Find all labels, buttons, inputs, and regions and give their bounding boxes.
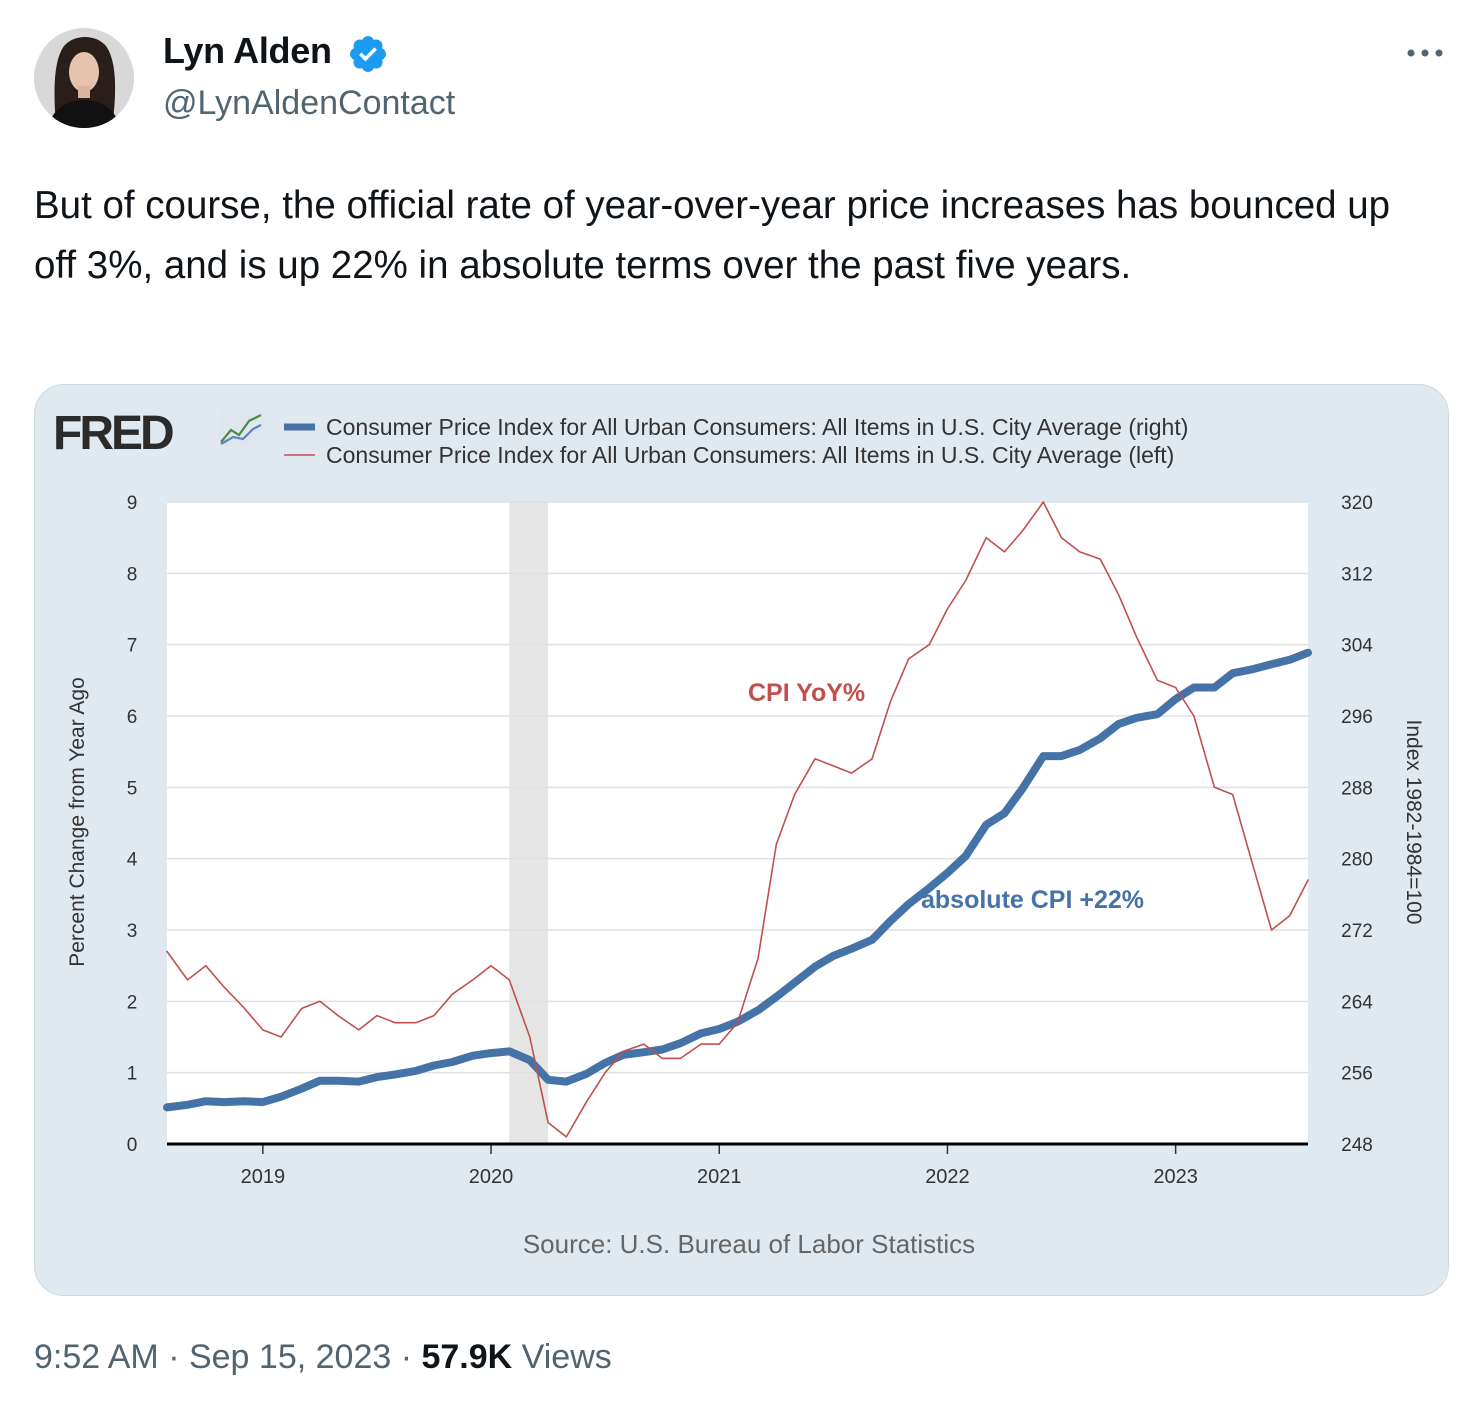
y-right-tick-label: 288	[1341, 778, 1373, 799]
tweet-date[interactable]: Sep 15, 2023	[188, 1338, 392, 1376]
tweet-time[interactable]: 9:52 AM	[34, 1338, 159, 1376]
y-right-tick-label: 280	[1341, 850, 1373, 871]
y-right-tick-label: 296	[1341, 707, 1373, 728]
x-tick-label: 2020	[469, 1166, 514, 1188]
annotation-cpi-yoy: CPI YoY%	[748, 679, 865, 707]
y-axis-right-ticks: 248 256 264 272 280 288 296 304 312 320	[1341, 493, 1373, 1156]
meta-separator: ·	[391, 1338, 422, 1376]
recession-band	[509, 502, 549, 1144]
y-left-tick-label: 0	[127, 1135, 138, 1156]
avatar[interactable]	[34, 28, 134, 128]
y-left-tick-label: 4	[127, 850, 138, 871]
views-count: 57.9K	[421, 1338, 513, 1376]
author-handle[interactable]: @LynAldenContact	[163, 84, 456, 122]
views-label: Views	[512, 1338, 612, 1376]
x-axis-ticks: 2019 2020 2021 2022 2023	[241, 1144, 1198, 1188]
y-right-tick-label: 312	[1341, 564, 1373, 585]
series-line-cpi-yoy	[166, 501, 1309, 1138]
fred-logo: FRED	[53, 407, 173, 460]
x-tick-label: 2019	[241, 1166, 286, 1188]
legend-label-index: Consumer Price Index for All Urban Consu…	[326, 414, 1188, 440]
y-right-tick-label: 248	[1341, 1135, 1373, 1156]
fred-logo-chart-icon	[218, 409, 264, 447]
y-left-tick-label: 1	[127, 1064, 138, 1085]
more-options-icon[interactable]	[1401, 38, 1449, 68]
y-axis-left-title: Percent Change from Year Ago	[66, 677, 89, 967]
y-axis-right-title: Index 1982-1984=100	[1402, 720, 1425, 925]
recession-shading	[509, 502, 549, 1144]
author-name[interactable]: Lyn Alden	[163, 30, 332, 71]
y-left-tick-label: 2	[127, 992, 138, 1013]
series-lines	[163, 501, 1312, 1138]
y-left-tick-label: 3	[127, 921, 138, 942]
gridlines	[167, 501, 1308, 1074]
y-axis-left-ticks: 0 1 2 3 4 5 6 7 8 9	[127, 493, 138, 1156]
y-left-tick-label: 5	[127, 778, 138, 799]
fred-chart: FRED Consumer Price Index for All Urban …	[53, 407, 1425, 1259]
y-left-tick-label: 7	[127, 636, 138, 657]
y-left-tick-label: 9	[127, 493, 138, 514]
tweet-image-chart[interactable]: FRED Consumer Price Index for All Urban …	[34, 384, 1449, 1296]
y-left-tick-label: 6	[127, 707, 138, 728]
x-tick-label: 2022	[925, 1166, 970, 1188]
x-tick-label: 2021	[697, 1166, 742, 1188]
plot-area	[167, 502, 1308, 1144]
y-right-tick-label: 272	[1341, 921, 1373, 942]
meta-separator: ·	[158, 1338, 189, 1376]
y-right-tick-label: 256	[1341, 1064, 1373, 1085]
tweet-text: But of course, the official rate of year…	[34, 184, 1391, 287]
y-left-tick-label: 8	[127, 564, 138, 585]
y-right-tick-label: 264	[1341, 992, 1373, 1013]
y-right-tick-label: 320	[1341, 493, 1373, 514]
legend-label-yoy: Consumer Price Index for All Urban Consu…	[326, 442, 1174, 468]
tweet-meta: 9:52 AM · Sep 15, 2023 · 57.9K Views	[34, 1338, 612, 1377]
annotation-absolute-cpi: absolute CPI +22%	[921, 886, 1144, 914]
chart-source: Source: U.S. Bureau of Labor Statistics	[523, 1229, 975, 1259]
x-tick-label: 2023	[1153, 1166, 1198, 1188]
y-right-tick-label: 304	[1341, 636, 1373, 657]
verified-badge-icon	[350, 36, 386, 72]
